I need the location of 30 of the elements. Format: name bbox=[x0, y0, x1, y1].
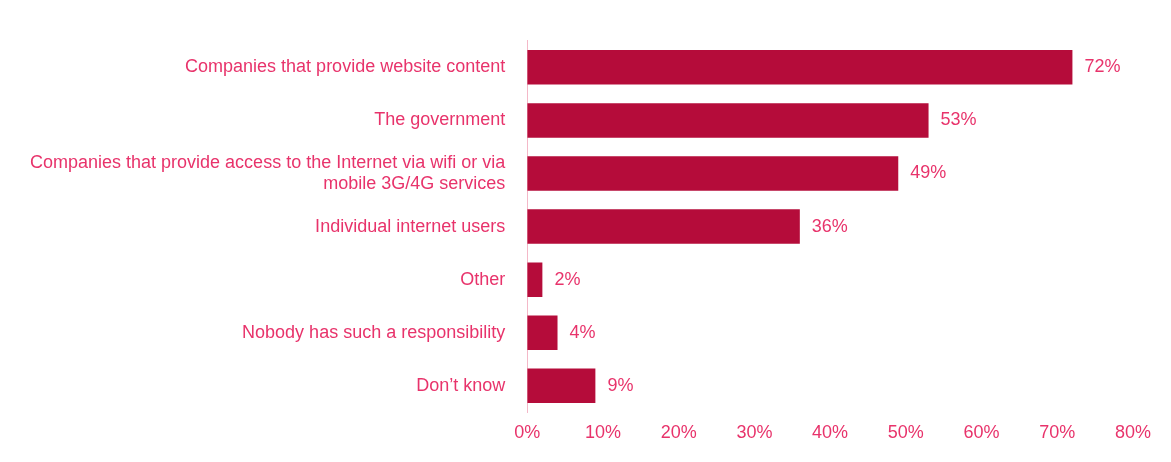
y-tick-label: Nobody has such a responsibility bbox=[242, 321, 506, 342]
data-label: 72% bbox=[1084, 56, 1121, 77]
x-tick-label: 0% bbox=[514, 422, 541, 443]
data-label: 53% bbox=[940, 109, 977, 130]
bar bbox=[527, 50, 1073, 85]
data-label: 36% bbox=[811, 215, 848, 236]
bar bbox=[527, 315, 558, 351]
data-label: 4% bbox=[569, 321, 596, 342]
y-tick-label: Companies that provide access to the Internet via wifi or via mobile 3G/4G services bbox=[30, 151, 507, 194]
y-tick-label: Companies that provide website content bbox=[185, 56, 506, 77]
x-tick-label: 80% bbox=[1114, 422, 1152, 443]
bar bbox=[527, 103, 929, 138]
bar bbox=[527, 368, 596, 404]
x-tick-label: 40% bbox=[812, 422, 849, 443]
data-label: 2% bbox=[554, 268, 581, 289]
y-tick-label: Individual internet users bbox=[315, 215, 506, 236]
y-tick-label: The government bbox=[374, 109, 506, 130]
x-tick-label: 50% bbox=[887, 422, 924, 443]
x-tick-label: 70% bbox=[1039, 422, 1076, 443]
data-label: 9% bbox=[607, 374, 634, 395]
x-tick-label: 20% bbox=[660, 422, 697, 443]
bar bbox=[527, 209, 800, 244]
x-tick-label: 30% bbox=[736, 422, 773, 443]
x-tick-label: 60% bbox=[963, 422, 1000, 443]
bar bbox=[527, 262, 543, 297]
bar bbox=[527, 156, 899, 191]
y-tick-label: Don’t know bbox=[416, 374, 507, 395]
x-tick-label: 10% bbox=[584, 422, 621, 443]
y-tick-label: Other bbox=[460, 268, 506, 289]
data-label: 49% bbox=[910, 162, 947, 183]
